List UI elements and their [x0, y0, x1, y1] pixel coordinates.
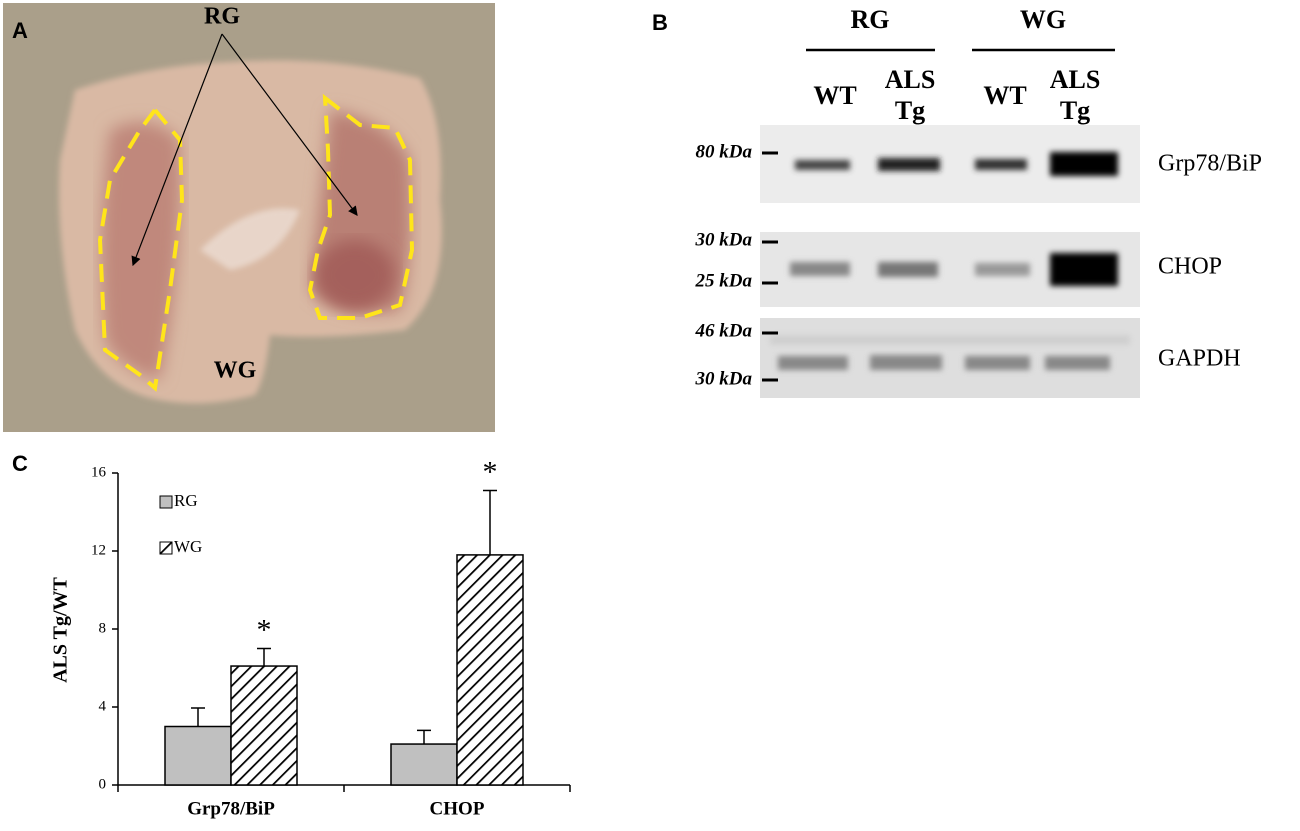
y-tick-label: 4: [99, 698, 107, 714]
y-tick-label: 16: [91, 464, 107, 480]
error-bar: [191, 707, 205, 727]
panel-label: C: [12, 451, 28, 476]
error-bar: [483, 489, 497, 555]
marker-label: 30 kDa: [695, 229, 753, 250]
panel-label: B: [652, 10, 668, 35]
marker-label: 30 kDa: [695, 368, 753, 389]
y-tick-label: 0: [99, 776, 107, 792]
y-tick-label: 12: [91, 542, 106, 558]
lane-label: WT: [813, 81, 857, 110]
bar: [164, 725, 232, 786]
tissue-photo: [3, 3, 495, 432]
marker-label: 25 kDa: [695, 270, 753, 291]
group-label: RG: [851, 5, 890, 34]
error-bar: [257, 647, 271, 667]
bar: [390, 743, 458, 786]
blot: [760, 125, 1140, 398]
legend-label: RG: [174, 491, 198, 510]
protein-label: CHOP: [1158, 254, 1222, 280]
y-axis-label: ALS Tg/WT: [50, 576, 72, 682]
protein-label: GAPDH: [1158, 346, 1241, 372]
x-tick-label: CHOP: [430, 798, 485, 819]
lane-label: WT: [983, 81, 1027, 110]
chart: 0 4 8 12 16 Grp78/BiP * CHOP * RG WG: [91, 455, 571, 819]
lane-label: ALS Tg: [884, 65, 936, 125]
panel-label: A: [12, 18, 28, 43]
photo-annotation: WG: [214, 358, 257, 384]
legend-label: WG: [174, 537, 202, 556]
protein-label: Grp78/BiP: [1158, 151, 1262, 177]
legend-swatch: [159, 541, 173, 555]
lane-label: ALS Tg: [1049, 65, 1101, 125]
y-tick-label: 8: [99, 620, 107, 636]
error-bar: [417, 729, 431, 745]
significance-mark: *: [257, 613, 272, 646]
marker-label: 80 kDa: [696, 141, 753, 162]
x-tick-label: Grp78/BiP: [187, 798, 275, 819]
photo-annotation: RG: [204, 4, 240, 30]
legend-swatch: [159, 495, 173, 509]
marker-label: 46 kDa: [695, 320, 753, 341]
bar: [230, 665, 298, 786]
group-label: WG: [1020, 5, 1066, 34]
significance-mark: *: [483, 455, 498, 488]
bar: [456, 554, 524, 786]
